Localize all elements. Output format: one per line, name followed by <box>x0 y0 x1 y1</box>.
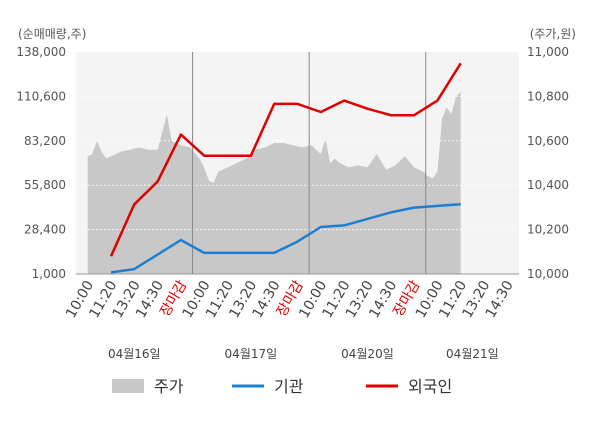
right-tick-label: 10,400 <box>527 178 569 192</box>
left-tick-label: 110,600 <box>16 89 66 103</box>
right-tick-label: 11,000 <box>527 45 569 59</box>
left-tick-label: 55,800 <box>24 178 66 192</box>
left-tick-label: 1,000 <box>32 267 66 281</box>
date-label: 04월16일 <box>108 347 161 361</box>
right-axis-ticks: 11,000 10,800 10,600 10,400 10,200 10,000 <box>527 45 569 281</box>
grid-layer <box>76 51 519 275</box>
right-tick-label: 10,200 <box>527 223 569 237</box>
legend-label: 기관 <box>274 377 304 396</box>
date-labels: 04월16일 04월17일 04월20일 04월21일 <box>108 347 499 361</box>
right-tick-label: 10,000 <box>527 267 569 281</box>
legend-swatch <box>112 379 144 393</box>
right-tick-label: 10,600 <box>527 134 569 148</box>
right-axis-label: (주가,원) <box>530 27 576 41</box>
date-label: 04월21일 <box>446 347 499 361</box>
date-label: 04월20일 <box>341 347 394 361</box>
right-tick-label: 10,800 <box>527 89 569 103</box>
date-label: 04월17일 <box>225 347 278 361</box>
series-line-0 <box>109 62 462 257</box>
legend-label: 주가 <box>154 377 184 396</box>
left-axis-label: (순매매량,주) <box>18 27 86 41</box>
series-line-layer <box>109 62 462 274</box>
left-axis-ticks: 138,000 110,600 83,200 55,800 28,400 1,000 <box>16 45 66 281</box>
left-tick-label: 138,000 <box>16 45 66 59</box>
series-line-1 <box>110 203 461 274</box>
price-area-layer <box>87 92 461 274</box>
left-tick-label: 83,200 <box>24 134 66 148</box>
left-tick-label: 28,400 <box>24 223 66 237</box>
legend-label: 외국인 <box>408 377 452 396</box>
legend: 주가 기관 외국인 <box>112 377 452 396</box>
series-area-2 <box>87 92 461 274</box>
